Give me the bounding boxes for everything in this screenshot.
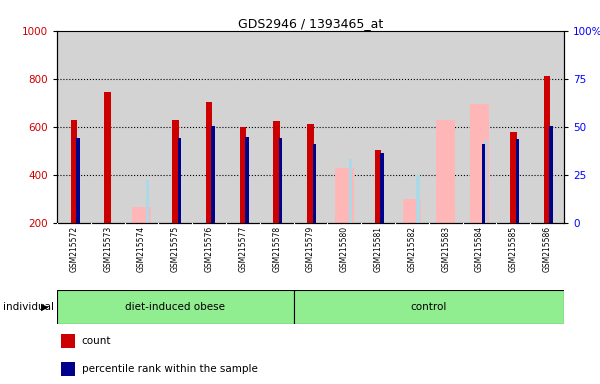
Text: GSM215582: GSM215582: [407, 226, 416, 272]
Text: GSM215575: GSM215575: [171, 226, 180, 272]
Bar: [307, 124, 314, 223]
Bar: [544, 76, 550, 223]
Text: GSM215585: GSM215585: [509, 226, 518, 272]
Bar: [550, 126, 553, 223]
Text: GSM215580: GSM215580: [340, 226, 349, 272]
Bar: [510, 132, 517, 223]
Bar: [239, 127, 246, 223]
Bar: [403, 199, 421, 223]
Bar: [211, 126, 215, 223]
Bar: [172, 119, 179, 223]
Bar: [416, 175, 419, 223]
Bar: [482, 144, 485, 223]
Title: GDS2946 / 1393465_at: GDS2946 / 1393465_at: [238, 17, 383, 30]
Bar: [132, 207, 151, 223]
Text: count: count: [82, 336, 112, 346]
Bar: [76, 137, 80, 223]
Text: GSM215583: GSM215583: [441, 226, 450, 272]
Bar: [375, 149, 382, 223]
Text: GSM215581: GSM215581: [374, 226, 383, 272]
Bar: [61, 334, 75, 348]
Text: GSM215579: GSM215579: [306, 226, 315, 272]
Bar: [146, 180, 149, 223]
Bar: [470, 104, 489, 223]
Text: GSM215572: GSM215572: [70, 226, 79, 272]
Text: ▶: ▶: [41, 302, 49, 312]
Text: GSM215578: GSM215578: [272, 226, 281, 272]
Bar: [335, 167, 353, 223]
Bar: [515, 139, 519, 223]
Bar: [178, 138, 181, 223]
Bar: [274, 121, 280, 223]
Bar: [61, 362, 75, 376]
Text: GSM215577: GSM215577: [238, 226, 247, 272]
Text: GSM215586: GSM215586: [542, 226, 551, 272]
Bar: [206, 101, 212, 223]
Bar: [313, 144, 316, 223]
Text: individual: individual: [3, 302, 54, 312]
Bar: [293, 290, 564, 324]
Bar: [245, 137, 248, 223]
Bar: [71, 119, 77, 223]
Text: GSM215576: GSM215576: [205, 226, 214, 272]
Bar: [57, 290, 293, 324]
Text: GSM215584: GSM215584: [475, 226, 484, 272]
Bar: [349, 159, 352, 223]
Text: percentile rank within the sample: percentile rank within the sample: [82, 364, 258, 374]
Bar: [279, 138, 283, 223]
Bar: [484, 140, 487, 223]
Bar: [380, 153, 384, 223]
Text: GSM215574: GSM215574: [137, 226, 146, 272]
Bar: [104, 92, 111, 223]
Text: control: control: [410, 302, 447, 312]
Text: GSM215573: GSM215573: [103, 226, 112, 272]
Text: diet-induced obese: diet-induced obese: [125, 302, 226, 312]
Bar: [436, 119, 455, 223]
